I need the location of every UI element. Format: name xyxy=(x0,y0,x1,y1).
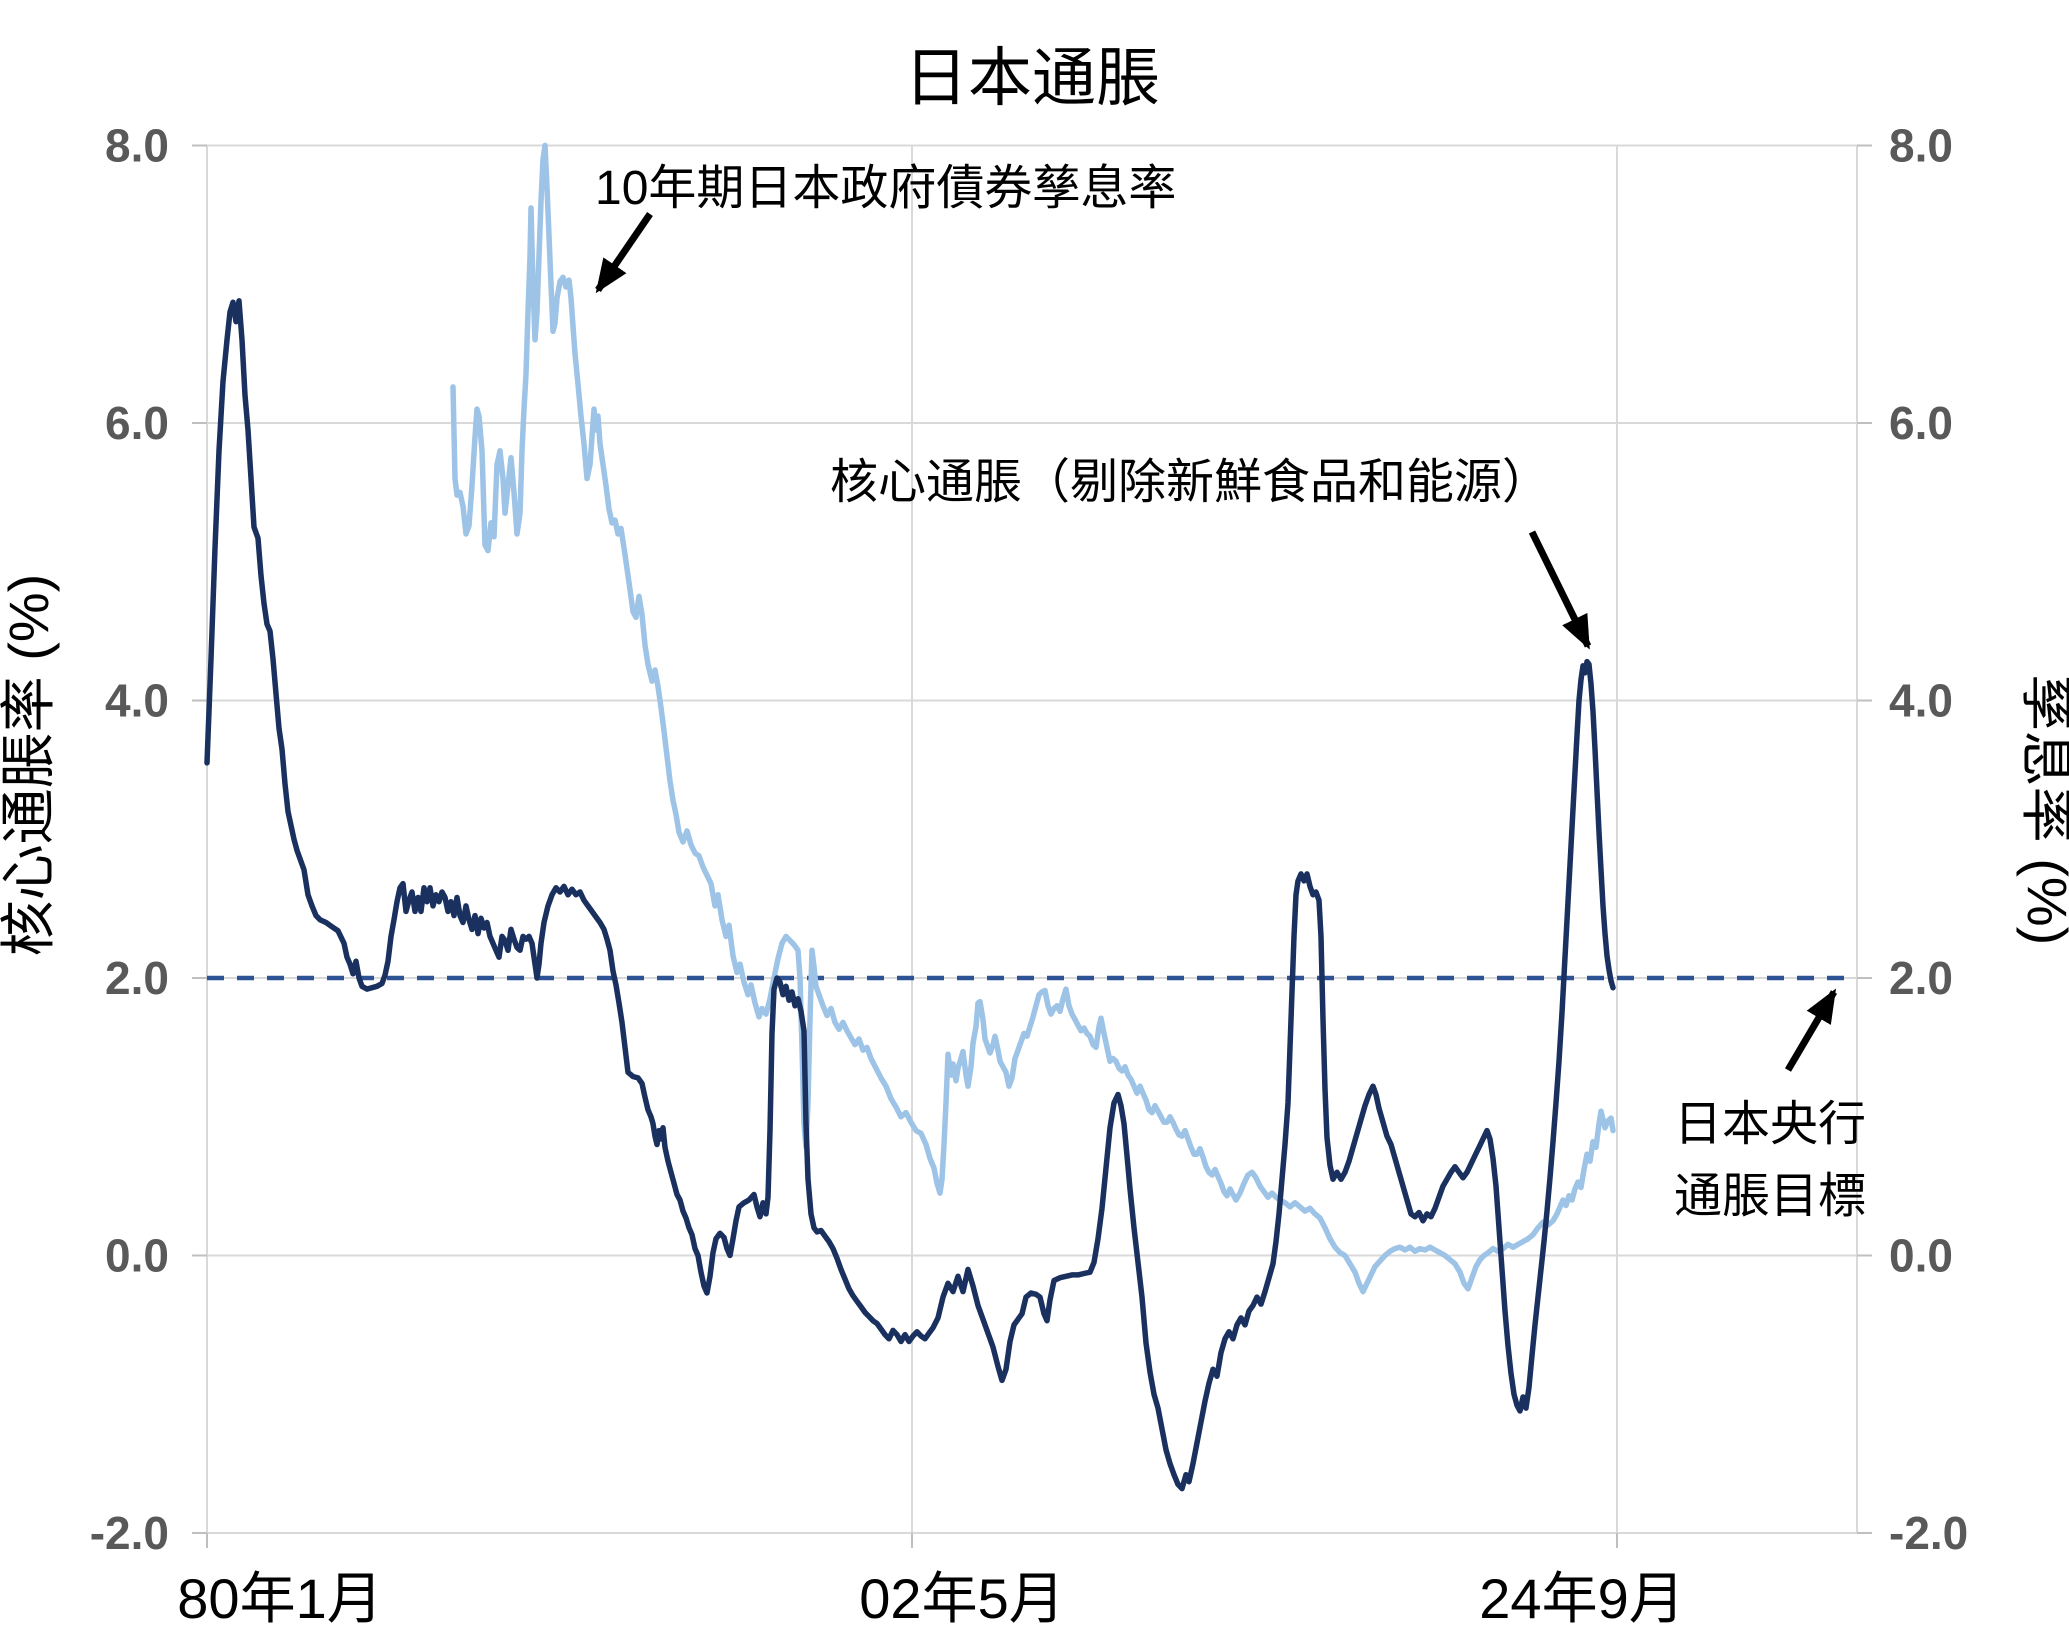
chart-title: 日本通脹 xyxy=(904,42,1160,114)
axis-tick-labels: 8.0 8.06.0 6.04.0 4.02.0 2.00.0 0.0-2.0 -2.080… xyxy=(90,120,1969,1631)
annotation-jgb-yield: 10年期日本政府債券孳息率 xyxy=(595,162,1176,215)
annotation-boj-target-line2: 通脹目標 xyxy=(1674,1170,1866,1223)
y-axis-label-right: 6.0 xyxy=(1889,397,1953,449)
y-axis-label-right: 0.0 xyxy=(1889,1230,1953,1282)
y-axis-label-left: 8.0 xyxy=(105,120,169,172)
annotation-arrow-0 xyxy=(595,212,653,294)
y-axis-label-left: 0.0 xyxy=(105,1230,169,1282)
annotation-core-inflation: 核心通脹（剔除新鮮食品和能源） xyxy=(830,456,1550,509)
y-axis-left-title: 核心通脹率 (%) xyxy=(0,574,60,957)
y-axis-label-left: 6.0 xyxy=(105,397,169,449)
gridlines xyxy=(207,144,1857,1534)
x-axis-label: 24年9月 xyxy=(1479,1567,1684,1630)
annotation-arrow-1 xyxy=(1528,530,1592,650)
y-axis-label-right: -2.0 xyxy=(1889,1507,1968,1559)
annotation-arrows xyxy=(595,212,1838,1072)
annotation-arrow-2 xyxy=(1784,988,1838,1072)
y-axis-label-left: -2.0 xyxy=(90,1507,169,1559)
y-axis-label-right: 2.0 xyxy=(1889,952,1953,1004)
y-axis-label-left: 4.0 xyxy=(105,675,169,727)
y-axis-right-title: 孳息率 (%) xyxy=(2016,675,2069,946)
x-axis-label: 02年5月 xyxy=(859,1567,1064,1630)
y-axis-label-left: 2.0 xyxy=(105,952,169,1004)
series-core-inflation-line xyxy=(204,298,1616,1492)
data-series xyxy=(204,142,1857,1492)
series-jgb-yield-line xyxy=(450,142,1616,1295)
y-axis-label-right: 8.0 xyxy=(1889,120,1953,172)
y-axis-label-right: 4.0 xyxy=(1889,675,1953,727)
annotation-boj-target-line1: 日本央行 xyxy=(1674,1098,1866,1151)
axes xyxy=(192,144,1872,1548)
x-axis-label: 80年1月 xyxy=(177,1567,382,1630)
